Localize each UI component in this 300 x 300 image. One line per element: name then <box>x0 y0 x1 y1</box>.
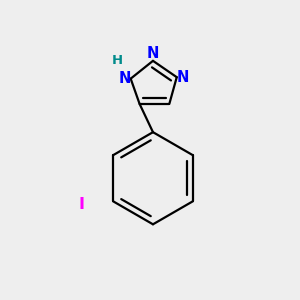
Text: N: N <box>118 71 131 86</box>
Text: N: N <box>147 46 159 61</box>
Text: H: H <box>112 54 123 68</box>
Text: I: I <box>79 196 85 211</box>
Text: N: N <box>177 70 189 85</box>
